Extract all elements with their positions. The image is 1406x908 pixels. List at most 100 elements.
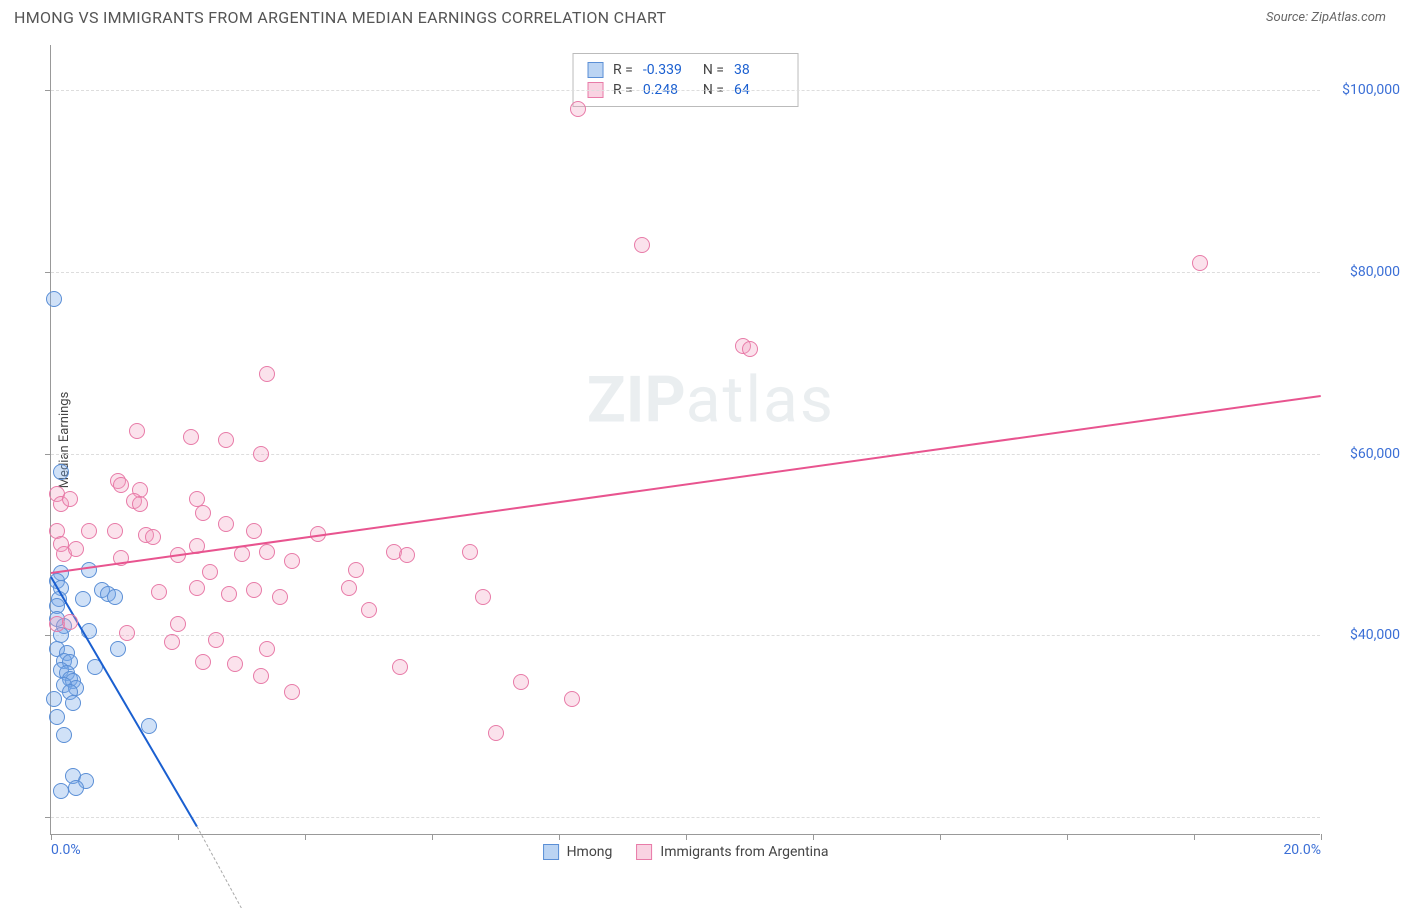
y-tick-label: $80,000 — [1350, 264, 1400, 280]
data-point — [164, 634, 180, 650]
data-point — [141, 718, 157, 734]
data-point — [246, 523, 262, 539]
data-point — [570, 101, 586, 117]
data-point — [475, 589, 491, 605]
data-point — [218, 432, 234, 448]
x-tick — [305, 834, 306, 840]
data-point — [361, 602, 377, 618]
stats-row: R = -0.339N = 38 — [587, 60, 784, 80]
x-tick — [813, 834, 814, 840]
legend: Hmong Immigrants from Argentina — [543, 844, 829, 860]
legend-item: Hmong — [543, 844, 613, 860]
x-tick — [432, 834, 433, 840]
data-point — [81, 562, 97, 578]
data-point — [246, 582, 262, 598]
data-point — [46, 691, 62, 707]
x-tick — [1067, 834, 1068, 840]
x-tick — [686, 834, 687, 840]
gridline — [51, 817, 1320, 818]
gridline — [51, 635, 1320, 636]
data-point — [129, 423, 145, 439]
correlation-stats-box: R = -0.339N = 38R = 0.248N = 64 — [572, 53, 799, 107]
data-point — [202, 564, 218, 580]
data-point — [259, 544, 275, 560]
y-tick-label: $40,000 — [1350, 627, 1400, 643]
x-tick — [178, 834, 179, 840]
gridline — [51, 90, 1320, 91]
data-point — [253, 668, 269, 684]
data-point — [119, 625, 135, 641]
data-point — [259, 641, 275, 657]
n-value: 38 — [734, 62, 784, 78]
data-point — [56, 727, 72, 743]
data-point — [68, 541, 84, 557]
data-point — [132, 496, 148, 512]
data-point — [75, 591, 91, 607]
data-point — [53, 783, 69, 799]
data-point — [107, 589, 123, 605]
data-point — [259, 366, 275, 382]
data-point — [348, 562, 364, 578]
data-point — [742, 341, 758, 357]
data-point — [208, 632, 224, 648]
data-point — [284, 553, 300, 569]
x-tick-label: 20.0% — [1283, 842, 1321, 858]
data-point — [462, 544, 478, 560]
data-point — [49, 709, 65, 725]
data-point — [195, 654, 211, 670]
y-tick-label: $100,000 — [1342, 82, 1400, 98]
r-value: -0.339 — [643, 62, 693, 78]
data-point — [68, 780, 84, 796]
data-point — [284, 684, 300, 700]
data-point — [189, 580, 205, 596]
data-point — [195, 505, 211, 521]
trend-line — [51, 395, 1321, 574]
x-tick — [1194, 834, 1195, 840]
data-point — [513, 674, 529, 690]
x-tick — [940, 834, 941, 840]
data-point — [221, 586, 237, 602]
data-point — [107, 523, 123, 539]
chart-title: HMONG VS IMMIGRANTS FROM ARGENTINA MEDIA… — [14, 8, 666, 27]
data-point — [399, 547, 415, 563]
x-tick-label: 0.0% — [51, 842, 81, 858]
legend-item: Immigrants from Argentina — [636, 844, 828, 860]
data-point — [488, 725, 504, 741]
series-swatch — [587, 62, 603, 78]
trend-line-extrapolation — [197, 826, 242, 908]
data-point — [253, 446, 269, 462]
x-tick — [1321, 834, 1322, 840]
data-point — [145, 529, 161, 545]
legend-swatch — [636, 844, 652, 860]
x-tick — [559, 834, 560, 840]
data-point — [46, 291, 62, 307]
data-point — [1192, 255, 1208, 271]
y-tick-label: $60,000 — [1350, 446, 1400, 462]
data-point — [113, 477, 129, 493]
x-tick — [51, 834, 52, 840]
data-point — [227, 656, 243, 672]
data-point — [53, 464, 69, 480]
scatter-chart: Median Earnings ZIPatlas R = -0.339N = 3… — [50, 45, 1320, 835]
data-point — [392, 659, 408, 675]
data-point — [65, 695, 81, 711]
data-point — [151, 584, 167, 600]
data-point — [272, 589, 288, 605]
gridline — [51, 272, 1320, 273]
legend-swatch — [543, 844, 559, 860]
data-point — [218, 516, 234, 532]
data-point — [81, 523, 97, 539]
data-point — [62, 614, 78, 630]
data-point — [170, 616, 186, 632]
data-point — [634, 237, 650, 253]
legend-label: Immigrants from Argentina — [660, 844, 828, 860]
data-point — [183, 429, 199, 445]
data-point — [564, 691, 580, 707]
source-label: Source: ZipAtlas.com — [1266, 10, 1386, 25]
data-point — [62, 491, 78, 507]
legend-label: Hmong — [567, 844, 613, 860]
watermark: ZIPatlas — [587, 363, 835, 438]
data-point — [341, 580, 357, 596]
gridline — [51, 454, 1320, 455]
data-point — [110, 641, 126, 657]
